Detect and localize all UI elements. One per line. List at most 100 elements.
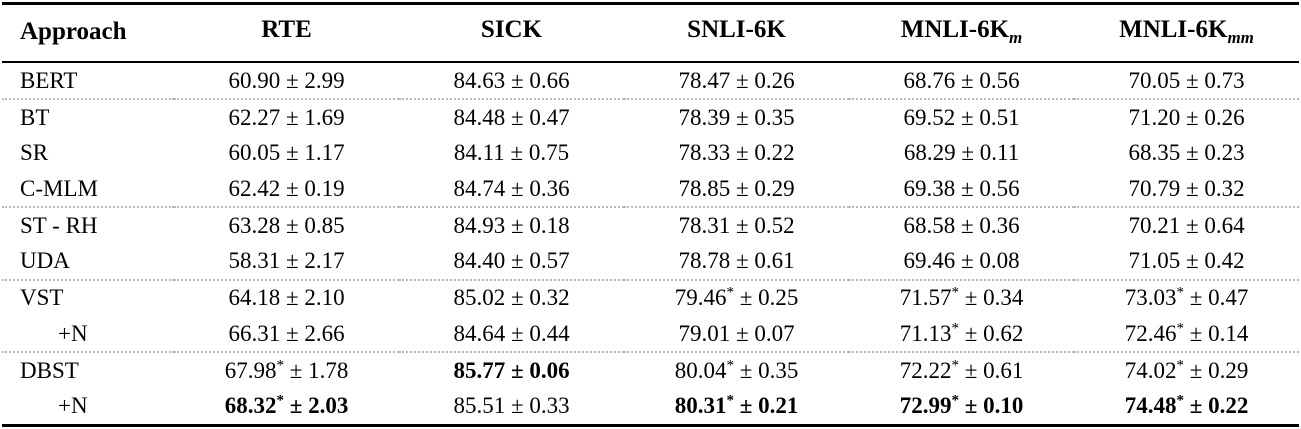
score-std: 2.66	[304, 320, 345, 346]
score-cell: 72.99* ± 0.10	[899, 392, 1024, 419]
table-row: C-MLM 62.42 ± 0.19 84.74 ± 0.36 78.85 ± 0.2…	[2, 171, 1299, 207]
score-cell: 70.21 ± 0.64	[1074, 206, 1299, 244]
score-cell: 84.74 ± 0.36	[453, 175, 570, 201]
score-cell: 68.32* ± 2.03	[224, 392, 349, 419]
score-mean: 74.48	[1124, 393, 1177, 419]
score-std: 0.61	[983, 357, 1024, 383]
score-cell: 63.28 ± 0.85	[174, 206, 399, 244]
score-std: 0.64	[1204, 212, 1245, 238]
score-cell: 67.98* ± 1.78	[174, 351, 399, 389]
score-cell: 85.51 ± 0.33	[453, 393, 570, 419]
column-header-label: MNLI-6K	[1119, 16, 1228, 43]
score-cell: 68.58 ± 0.36	[849, 206, 1074, 244]
score-mean: 78.78	[678, 248, 731, 274]
score-std: 0.66	[529, 67, 570, 93]
score-cell: 84.93 ± 0.18	[399, 206, 624, 244]
score-mean: 68.29	[903, 140, 956, 166]
score-cell: 79.46* ± 0.25	[624, 278, 849, 316]
score-cell: 80.31* ± 0.21	[674, 392, 799, 419]
table-row: +N 68.32* ± 2.03 85.51 ± 0.33 80.31* ± 0.21…	[2, 389, 1299, 426]
score-mean: 67.98	[224, 357, 277, 383]
score-mean: 60.90	[228, 67, 281, 93]
score-cell: 78.31 ± 0.52	[624, 206, 849, 244]
approach-label: BT	[2, 98, 174, 136]
column-header-subscript: mm	[1227, 28, 1254, 47]
score-mean: 62.27	[228, 105, 281, 131]
score-std: 0.36	[529, 175, 570, 201]
score-cell: 66.31 ± 2.66	[228, 320, 345, 346]
score-cell: 84.64 ± 0.44	[453, 320, 570, 346]
score-mean: 73.03	[1124, 285, 1177, 311]
score-cell: 84.48 ± 0.47	[399, 98, 624, 136]
score-mean: 69.46	[903, 248, 956, 274]
score-std: 0.62	[983, 320, 1024, 346]
score-std: 0.32	[1204, 175, 1245, 201]
score-cell: 74.02* ± 0.29	[1074, 351, 1299, 389]
score-std: 0.56	[979, 175, 1020, 201]
score-mean: 84.48	[453, 105, 506, 131]
score-std: 2.10	[304, 285, 345, 311]
score-cell: 85.77 ± 0.06	[399, 351, 624, 389]
score-mean: 85.77	[453, 357, 506, 383]
score-std: 0.33	[529, 393, 570, 419]
score-mean: 80.04	[674, 357, 727, 383]
score-std: 0.22	[754, 140, 795, 166]
score-mean: 71.05	[1128, 248, 1181, 274]
column-header-subscript: m	[1009, 28, 1023, 47]
score-std: 0.19	[304, 175, 345, 201]
score-cell: 68.35 ± 0.23	[1128, 140, 1245, 166]
score-mean: 62.42	[228, 175, 281, 201]
score-mean: 72.22	[899, 357, 952, 383]
score-cell: 69.46 ± 0.08	[903, 248, 1020, 274]
score-std: 1.69	[304, 105, 345, 131]
score-mean: 84.11	[453, 140, 505, 166]
score-cell: 79.01 ± 0.07	[678, 320, 795, 346]
score-cell: 60.90 ± 2.99	[228, 67, 345, 93]
score-std: 0.42	[1204, 248, 1245, 274]
score-cell: 74.48* ± 0.22	[1124, 392, 1249, 419]
table-row: BT 62.27 ± 1.69 84.48 ± 0.47 78.39 ± 0.35 69…	[2, 98, 1299, 136]
score-mean: 66.31	[228, 320, 281, 346]
score-std: 0.32	[529, 285, 570, 311]
approach-label: C-MLM	[20, 175, 98, 201]
significance-star: *	[951, 284, 959, 301]
score-mean: 60.05	[228, 140, 281, 166]
score-cell: 60.05 ± 1.17	[228, 140, 345, 166]
score-mean: 80.31	[674, 393, 727, 419]
score-mean: 71.57	[899, 285, 952, 311]
significance-star: *	[276, 357, 284, 374]
score-mean: 74.02	[1124, 357, 1177, 383]
score-std: 0.47	[529, 105, 570, 131]
significance-star: *	[1176, 319, 1184, 336]
score-std: 0.36	[979, 212, 1020, 238]
score-cell: 62.27 ± 1.69	[174, 98, 399, 136]
table-row: ST - RH 63.28 ± 0.85 84.93 ± 0.18 78.31 ± 0…	[2, 206, 1299, 244]
score-std: 0.21	[758, 393, 799, 419]
score-cell: 85.02 ± 0.32	[399, 278, 624, 316]
score-std: 0.51	[979, 105, 1020, 131]
column-header-label: SICK	[480, 16, 543, 43]
score-mean: 71.13	[899, 320, 952, 346]
column-header-snli-6k: SNLI-6K	[624, 3, 849, 63]
score-std: 1.78	[308, 357, 349, 383]
score-cell: 64.18 ± 2.10	[174, 278, 399, 316]
score-mean: 78.39	[678, 105, 731, 131]
score-cell: 70.05 ± 0.73	[1128, 67, 1245, 93]
column-header-mnli-6k-mm: MNLI-6Kmm	[1074, 3, 1299, 63]
score-std: 0.35	[758, 357, 799, 383]
score-mean: 78.31	[678, 212, 731, 238]
score-mean: 70.05	[1128, 67, 1181, 93]
score-std: 0.35	[754, 105, 795, 131]
score-cell: 72.22* ± 0.61	[849, 351, 1074, 389]
score-std: 0.75	[528, 140, 570, 166]
significance-star: *	[1176, 357, 1184, 374]
score-mean: 71.20	[1128, 105, 1181, 131]
score-std: 0.29	[1208, 357, 1249, 383]
score-mean: 70.79	[1128, 175, 1181, 201]
score-mean: 68.32	[224, 393, 277, 419]
score-cell: 84.40 ± 0.57	[453, 248, 570, 274]
score-mean: 79.46	[674, 285, 727, 311]
score-cell: 69.38 ± 0.56	[903, 175, 1020, 201]
table-row: DBST 67.98* ± 1.78 85.77 ± 0.06 80.04* ± 0.…	[2, 351, 1299, 389]
